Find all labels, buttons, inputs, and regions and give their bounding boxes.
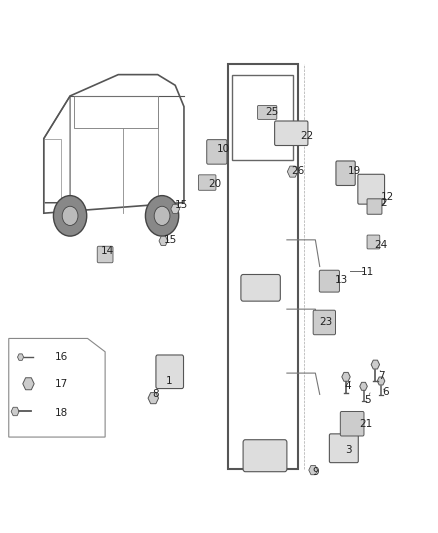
FancyBboxPatch shape <box>367 235 380 249</box>
Text: 25: 25 <box>265 107 278 117</box>
FancyBboxPatch shape <box>313 310 336 335</box>
FancyBboxPatch shape <box>358 174 385 204</box>
Polygon shape <box>371 360 380 369</box>
Text: 17: 17 <box>55 379 68 389</box>
Text: 4: 4 <box>345 382 352 391</box>
Polygon shape <box>159 236 168 246</box>
Circle shape <box>145 196 179 236</box>
Text: 11: 11 <box>361 267 374 277</box>
Polygon shape <box>148 393 159 403</box>
Text: 23: 23 <box>320 318 333 327</box>
Text: 15: 15 <box>164 235 177 245</box>
FancyBboxPatch shape <box>198 175 216 190</box>
Text: 22: 22 <box>300 131 313 141</box>
FancyBboxPatch shape <box>329 434 358 463</box>
Polygon shape <box>287 166 298 177</box>
Text: 3: 3 <box>345 446 352 455</box>
Text: 26: 26 <box>291 166 304 175</box>
Text: 7: 7 <box>378 371 385 381</box>
Circle shape <box>154 206 170 225</box>
Text: 2: 2 <box>380 198 387 207</box>
Text: 5: 5 <box>364 395 371 405</box>
FancyBboxPatch shape <box>319 270 339 292</box>
Circle shape <box>62 206 78 225</box>
Polygon shape <box>309 465 318 475</box>
Text: 20: 20 <box>208 179 221 189</box>
Text: 1: 1 <box>165 376 172 386</box>
Polygon shape <box>171 204 180 214</box>
Text: 16: 16 <box>55 352 68 362</box>
FancyBboxPatch shape <box>97 246 113 263</box>
Text: 9: 9 <box>312 467 319 477</box>
Polygon shape <box>23 378 34 390</box>
Text: 21: 21 <box>359 419 372 429</box>
FancyBboxPatch shape <box>367 199 382 214</box>
Text: 10: 10 <box>217 144 230 154</box>
FancyBboxPatch shape <box>336 161 355 185</box>
FancyBboxPatch shape <box>241 274 280 301</box>
Polygon shape <box>18 354 24 360</box>
FancyBboxPatch shape <box>340 411 364 436</box>
Text: 15: 15 <box>175 200 188 210</box>
Text: 8: 8 <box>152 390 159 399</box>
FancyBboxPatch shape <box>156 355 184 389</box>
Text: 14: 14 <box>101 246 114 255</box>
Text: 13: 13 <box>335 275 348 285</box>
FancyBboxPatch shape <box>275 121 308 146</box>
Polygon shape <box>11 407 19 416</box>
Text: 6: 6 <box>382 387 389 397</box>
FancyBboxPatch shape <box>207 140 227 164</box>
Polygon shape <box>377 377 385 385</box>
Circle shape <box>53 196 87 236</box>
Polygon shape <box>342 373 350 381</box>
Text: 19: 19 <box>348 166 361 175</box>
Text: 24: 24 <box>374 240 388 250</box>
Text: 12: 12 <box>381 192 394 202</box>
FancyBboxPatch shape <box>243 440 287 472</box>
FancyBboxPatch shape <box>258 106 277 119</box>
Text: 18: 18 <box>55 408 68 418</box>
Polygon shape <box>360 382 367 390</box>
